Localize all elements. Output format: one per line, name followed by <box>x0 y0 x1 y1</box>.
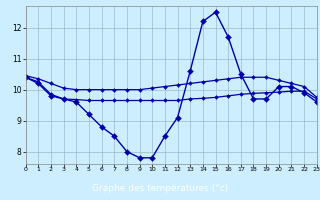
Text: Graphe des températures (°c): Graphe des températures (°c) <box>92 184 228 193</box>
